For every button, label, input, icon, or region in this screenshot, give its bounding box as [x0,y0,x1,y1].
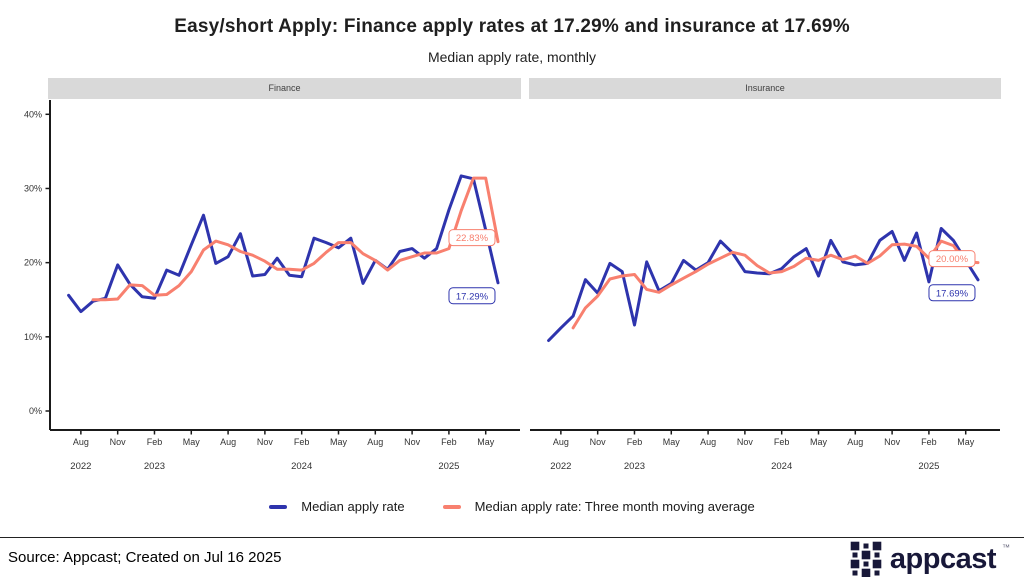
year-label: 2024 [291,461,312,472]
appcast-logo-text: appcast [889,542,997,575]
year-label: 2025 [438,461,459,472]
x-tick-label: Feb [921,437,937,447]
x-tick-label: Aug [700,437,716,447]
y-tick-label: 30% [24,183,42,193]
value-annotation: 22.83% [448,229,496,247]
median-apply-rate-line [547,227,980,342]
median-apply-rate-legend-swatch [269,504,288,509]
year-label: 2022 [70,461,91,472]
x-tick-label: Nov [110,437,127,447]
facet-header-insurance-label: Insurance [745,83,785,93]
x-tick-label: Aug [847,437,863,447]
moving-average-legend-swatch [442,504,461,509]
y-tick-label: 0% [29,406,42,416]
x-tick-label: May [330,437,348,447]
chart-legend: Median apply rate Median apply rate: Thr… [0,499,1024,514]
moving-average-line [91,176,500,302]
x-axis: Aug Nov Feb May Aug Nov Feb May Aug Nov Feb May 2022… [50,429,520,472]
x-tick-label: May [477,437,495,447]
x-tick-label: May [810,437,828,447]
x-tick-label: Aug [553,437,569,447]
year-label: 2024 [771,461,792,472]
x-tick-label: May [183,437,201,447]
moving-average-legend-label: Median apply rate: Three month moving av… [474,499,755,514]
chart-title: Easy/short Apply: Finance apply rates at… [174,16,850,37]
x-tick-label: Nov [404,437,421,447]
x-tick-label: Nov [884,437,901,447]
x-tick-label: Nov [737,437,754,447]
value-annotation: 17.69% [928,284,976,302]
x-tick-label: Feb [441,437,457,447]
x-tick-label: Feb [294,437,310,447]
value-annotation-text: 17.29% [456,291,489,302]
facet-header-insurance: Insurance [529,78,1001,99]
value-annotation: 17.29% [448,287,496,305]
value-annotation-text: 20.00% [936,254,969,265]
finance-line-chart: Aug Nov Feb May Aug Nov Feb May Aug Nov Feb May 2022… [24,100,520,472]
median-apply-rate-legend-label: Median apply rate [301,499,405,514]
facet-header-finance: Finance [48,78,521,99]
x-tick-label: Aug [73,437,89,447]
moving-average-line [571,239,980,330]
appcast-trademark: ™ [1002,542,1010,552]
median-apply-rate-line [67,174,500,314]
chart-subtitle: Median apply rate, monthly [427,49,597,65]
x-tick-label: May [957,437,975,447]
x-axis: Aug Nov Feb May Aug Nov Feb May Aug Nov Feb May 2022… [530,429,1000,472]
y-tick-label: 40% [24,109,42,119]
appcast-logo-icon [850,541,882,577]
value-annotation: 20.00% [928,250,976,268]
y-axis: 0% 10% 20% 30% 40% [24,100,51,430]
x-tick-label: Feb [627,437,643,447]
x-tick-label: Nov [257,437,274,447]
year-label: 2023 [144,461,165,472]
year-label: 2022 [550,461,571,472]
footer-divider [0,537,1024,538]
value-annotation-text: 22.83% [456,233,489,244]
x-tick-label: Aug [367,437,383,447]
insurance-line-chart: Aug Nov Feb May Aug Nov Feb May Aug Nov Feb May 2022… [530,227,1000,472]
x-tick-label: Aug [220,437,236,447]
x-tick-label: May [663,437,681,447]
y-tick-label: 10% [24,332,42,342]
source-note: Source: Appcast; Created on Jul 16 2025 [8,549,282,566]
appcast-logo: appcast ™ [850,541,1010,577]
facet-header-finance-label: Finance [268,83,301,93]
value-annotation-text: 17.69% [936,288,969,299]
x-tick-label: Nov [590,437,607,447]
x-tick-label: Feb [147,437,163,447]
year-label: 2023 [624,461,645,472]
y-tick-label: 20% [24,258,42,268]
year-label: 2025 [918,461,939,472]
x-tick-label: Feb [774,437,790,447]
